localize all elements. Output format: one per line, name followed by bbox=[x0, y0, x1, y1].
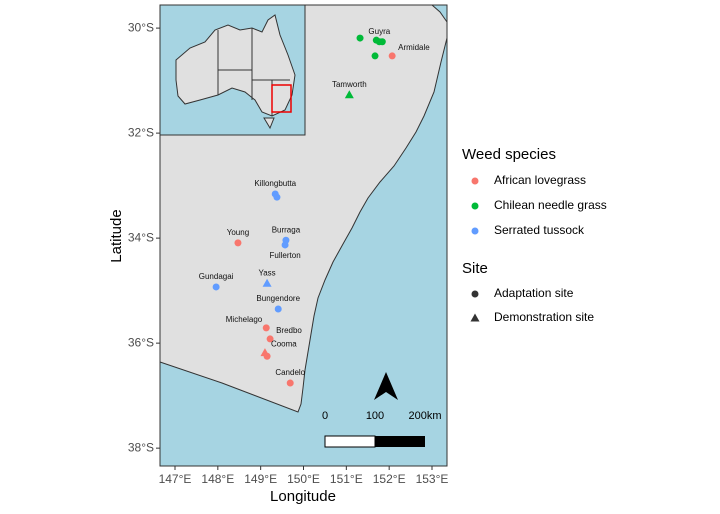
x-tick-label: 150°E bbox=[287, 472, 320, 486]
legend-title: Site bbox=[462, 260, 488, 277]
legend-swatch bbox=[471, 290, 479, 298]
point bbox=[266, 335, 274, 343]
point bbox=[273, 193, 281, 201]
scale-bar bbox=[324, 435, 376, 448]
point-label: Burraga bbox=[272, 225, 301, 234]
point bbox=[212, 283, 220, 291]
point-label: Tamworth bbox=[332, 80, 367, 89]
point-label: Guyra bbox=[368, 27, 390, 36]
x-tick-label: 153°E bbox=[416, 472, 449, 486]
point-label: Killongbutta bbox=[254, 179, 296, 188]
y-axis-title: Latitude bbox=[108, 209, 125, 262]
legend-label: Adaptation site bbox=[494, 286, 574, 300]
legend-label: Serrated tussock bbox=[494, 223, 585, 237]
legend-swatch bbox=[471, 177, 479, 185]
point bbox=[388, 52, 396, 60]
north-arrow bbox=[374, 372, 398, 400]
x-tick-label: 149°E bbox=[244, 472, 277, 486]
point-label: Cooma bbox=[271, 340, 297, 349]
point-label: Bredbo bbox=[276, 326, 302, 335]
point-label: Bungendore bbox=[256, 294, 300, 303]
x-tick-label: 148°E bbox=[201, 472, 234, 486]
x-tick-label: 151°E bbox=[330, 472, 363, 486]
y-tick-label: 30°S bbox=[128, 20, 154, 34]
legend-label: African lovegrass bbox=[494, 173, 586, 187]
point-label: Young bbox=[227, 228, 249, 237]
point bbox=[281, 241, 289, 249]
point bbox=[356, 34, 364, 42]
y-tick-label: 36°S bbox=[128, 335, 154, 349]
scale-label: 200km bbox=[408, 410, 441, 422]
point-label: Candelo bbox=[275, 368, 305, 377]
point bbox=[371, 52, 379, 60]
scale-label: 100 bbox=[366, 410, 384, 422]
y-tick-label: 38°S bbox=[128, 440, 154, 454]
legend-label: Demonstration site bbox=[494, 310, 594, 324]
point bbox=[234, 239, 242, 247]
point-label: Yass bbox=[258, 268, 275, 277]
x-tick-label: 147°E bbox=[159, 472, 192, 486]
point-label: Michelago bbox=[226, 315, 263, 324]
legend-swatch bbox=[471, 202, 479, 210]
point bbox=[262, 324, 270, 332]
point bbox=[274, 305, 282, 313]
point bbox=[378, 38, 386, 46]
point bbox=[344, 90, 354, 99]
point-label: Fullerton bbox=[270, 251, 301, 260]
point bbox=[263, 352, 271, 360]
point-label: Gundagai bbox=[199, 272, 234, 281]
scale-bar bbox=[375, 436, 425, 447]
x-tick-label: 152°E bbox=[373, 472, 406, 486]
legend-swatch bbox=[470, 313, 480, 322]
legend-label: Chilean needle grass bbox=[494, 198, 607, 212]
x-axis-title: Longitude bbox=[270, 488, 336, 505]
legend-swatch bbox=[471, 227, 479, 235]
scale-label: 0 bbox=[322, 410, 328, 422]
y-tick-label: 32°S bbox=[128, 125, 154, 139]
legend-title: Weed species bbox=[462, 146, 556, 163]
point bbox=[262, 278, 272, 287]
y-tick-label: 34°S bbox=[128, 230, 154, 244]
point bbox=[286, 379, 294, 387]
point-label: Armidale bbox=[398, 43, 430, 52]
inset-map bbox=[159, 4, 306, 136]
